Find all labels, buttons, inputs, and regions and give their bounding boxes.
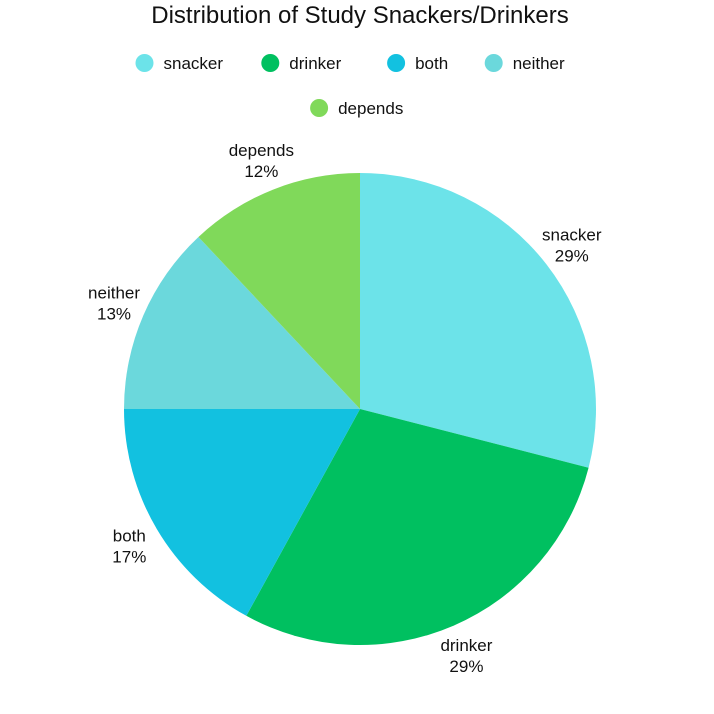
pie-slice-depends [198,173,360,409]
slice-label-neither: neither [88,284,140,303]
slice-value-snacker: 29% [555,247,589,266]
slice-label-both: both [113,526,146,545]
pie-slice-neither [124,236,360,409]
pie-slices [124,173,597,645]
slice-label-depends: depends [229,141,294,160]
legend: snacker drinker both neither depends [135,54,565,118]
legend-label-drinker: drinker [289,54,341,73]
pie-slice-both [124,409,360,616]
slice-label-snacker: snacker [542,226,602,245]
pie-slice-snacker [360,173,597,468]
legend-label-depends: depends [338,99,403,118]
legend-label-snacker: snacker [164,54,224,73]
legend-marker-both [387,54,406,72]
slice-labels: snacker 29% drinker 29% both 17% neither 13% dep… [88,141,602,676]
pie-slice-drinker [246,409,589,645]
legend-marker-depends [310,99,329,117]
slice-value-neither: 13% [97,305,131,324]
slice-value-both: 17% [112,547,146,566]
slice-value-depends: 12% [244,162,278,181]
legend-marker-snacker [135,54,154,72]
legend-marker-drinker [261,54,280,72]
slice-label-drinker: drinker [440,636,492,655]
legend-label-both: both [415,54,448,73]
legend-label-neither: neither [513,54,565,73]
chart-title: Distribution of Study Snackers/Drinkers [151,2,569,29]
legend-marker-neither [484,54,503,72]
slice-value-drinker: 29% [449,657,483,676]
